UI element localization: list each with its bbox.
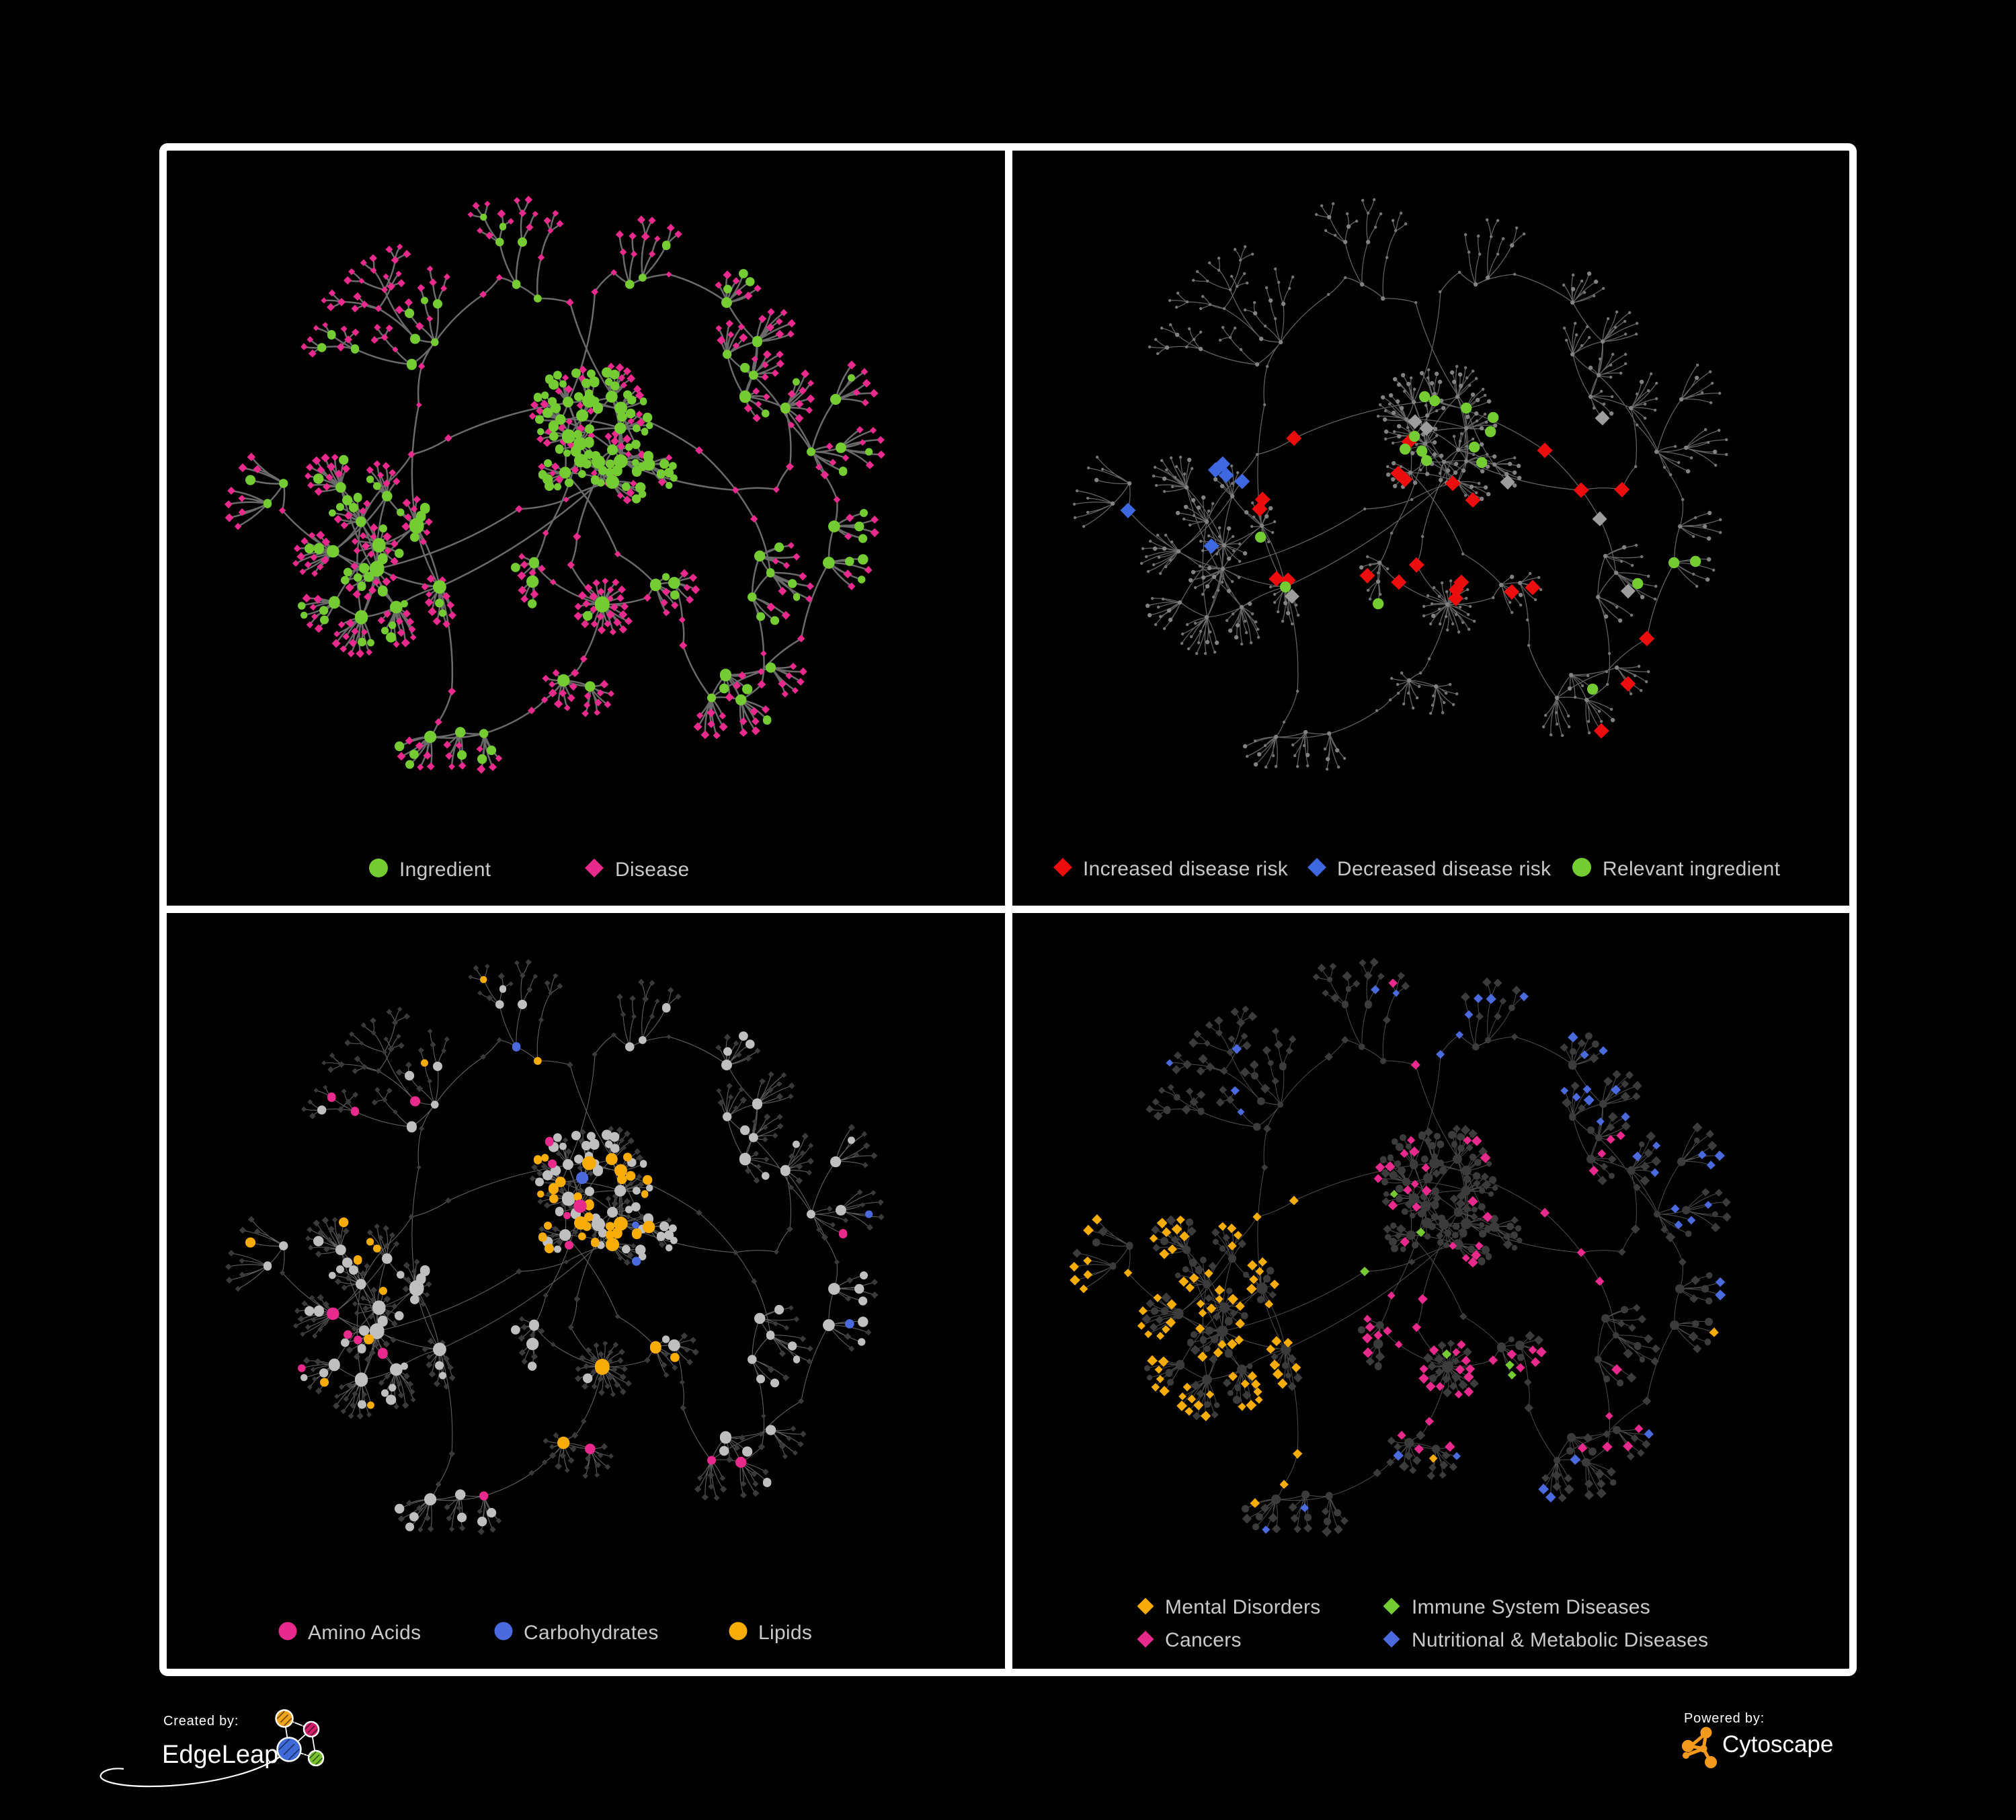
svg-text:Cytoscape: Cytoscape: [1722, 1731, 1833, 1757]
svg-text:Created by:: Created by:: [163, 1714, 239, 1729]
svg-text:Mental Disorders: Mental Disorders: [1165, 1596, 1321, 1618]
svg-text:Lipids: Lipids: [758, 1622, 812, 1644]
svg-text:Powered by:: Powered by:: [1684, 1711, 1765, 1726]
svg-text:Increased disease risk: Increased disease risk: [1083, 858, 1289, 880]
svg-text:EdgeLeap: EdgeLeap: [162, 1741, 278, 1769]
svg-text:Amino Acids: Amino Acids: [308, 1622, 421, 1644]
svg-text:Immune System Diseases: Immune System Diseases: [1412, 1596, 1650, 1618]
svg-text:Cancers: Cancers: [1165, 1629, 1242, 1651]
svg-text:Carbohydrates: Carbohydrates: [524, 1622, 659, 1644]
svg-text:Nutritional & Metabolic Diseas: Nutritional & Metabolic Diseases: [1412, 1629, 1708, 1651]
svg-text:Disease: Disease: [615, 859, 689, 881]
svg-text:Relevant ingredient: Relevant ingredient: [1603, 858, 1781, 880]
svg-text:Decreased disease risk: Decreased disease risk: [1337, 858, 1551, 880]
svg-text:Ingredient: Ingredient: [399, 859, 491, 881]
